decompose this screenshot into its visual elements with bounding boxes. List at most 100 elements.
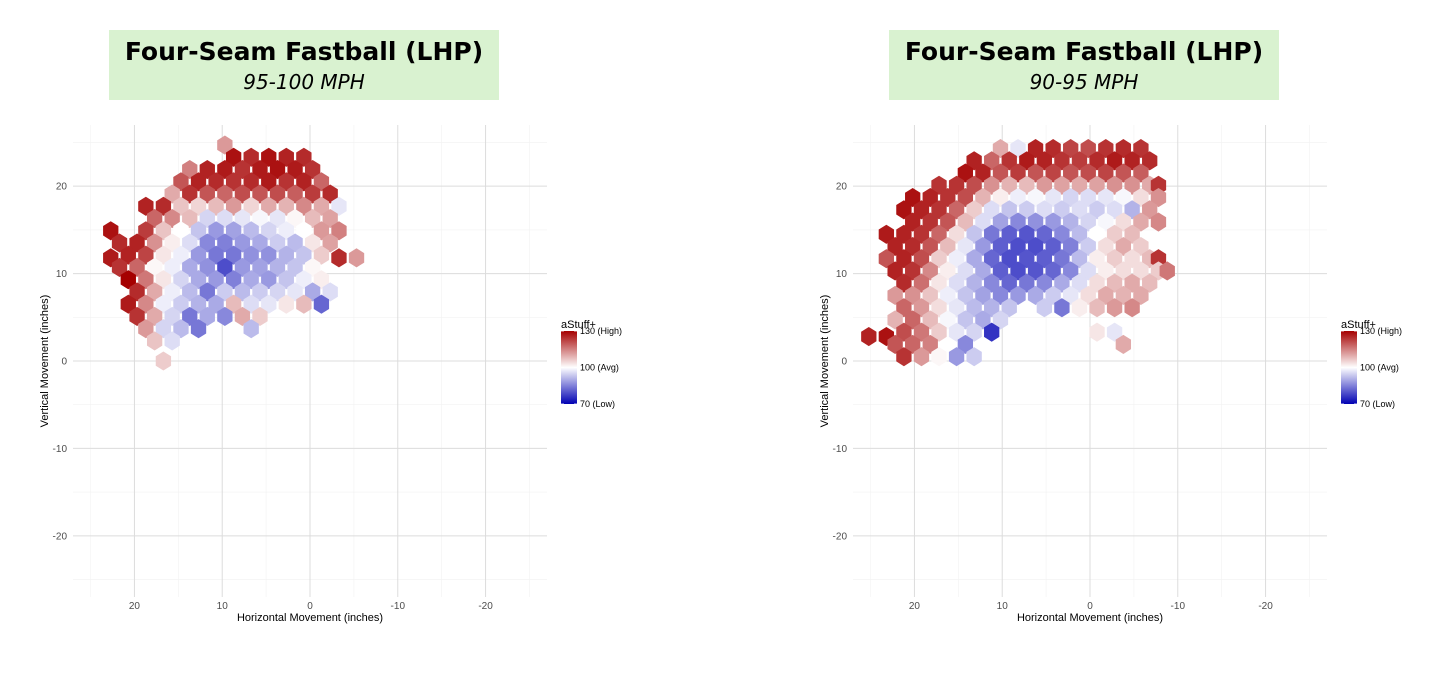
hex-cell — [1063, 163, 1079, 183]
x-tick-label: 0 — [307, 601, 313, 612]
hex-cell — [1019, 151, 1035, 171]
hex-cell — [155, 294, 172, 314]
hex-cell — [287, 282, 303, 302]
hex-cell — [120, 294, 136, 314]
hex-cell — [948, 322, 965, 342]
hex-cell — [173, 245, 189, 265]
hex-cell — [1124, 200, 1140, 220]
hex-cell — [243, 294, 259, 314]
hex-cell — [984, 322, 1000, 342]
hex-cell — [129, 233, 145, 253]
hexbin-chart-left: 20 10 0 -10 -20 20 10 0 -10 -20 Horizontal Movemen… — [39, 125, 622, 624]
hex-cell — [1115, 212, 1132, 232]
hex-cell — [940, 212, 956, 232]
hex-cell — [182, 257, 198, 278]
hex-cell — [348, 248, 365, 268]
hex-cell — [1036, 224, 1053, 244]
hex-cell — [1019, 175, 1035, 195]
hex-cell — [1098, 236, 1114, 257]
hex-cell — [1115, 236, 1132, 257]
hex-cell — [922, 285, 938, 305]
hex-cell — [261, 245, 277, 265]
hex-cell — [1098, 212, 1114, 232]
hex-cell — [1089, 200, 1105, 220]
hex-cell — [948, 298, 965, 318]
hex-cell — [966, 322, 982, 342]
hex-cell — [1133, 212, 1149, 232]
hex-cell — [120, 270, 136, 290]
hex-cell — [1027, 139, 1044, 159]
hex-cell — [1089, 273, 1105, 293]
hex-cell — [190, 319, 207, 339]
hex-cell — [243, 172, 259, 192]
hex-cell — [296, 172, 312, 192]
hex-cell — [173, 196, 189, 216]
hex-cell — [1150, 249, 1167, 269]
hex-cell — [313, 245, 330, 265]
hex-cell — [155, 351, 172, 371]
hex-cell — [1010, 163, 1026, 183]
hex-cell — [261, 147, 277, 167]
hex-cell — [278, 147, 294, 167]
hex-cell — [199, 160, 215, 180]
hex-cell — [217, 282, 233, 302]
hex-cell — [296, 147, 312, 167]
hex-cell — [1019, 249, 1035, 269]
hex-cell — [217, 233, 233, 253]
hex-cell — [1115, 334, 1132, 354]
hex-cell — [313, 196, 330, 216]
hex-cell — [313, 172, 330, 192]
hex-cell — [261, 221, 277, 241]
hex-cell — [1010, 261, 1026, 281]
hex-cell — [1036, 200, 1053, 220]
hex-cell — [199, 233, 215, 253]
hex-cell — [1106, 249, 1123, 269]
hex-cell — [1010, 285, 1026, 305]
hex-cell — [217, 160, 233, 180]
hex-cell — [217, 257, 233, 278]
hex-cell — [861, 326, 877, 347]
hex-cell — [296, 245, 312, 265]
hex-cell — [331, 196, 347, 216]
hex-cell — [1071, 249, 1088, 269]
hex-cell — [225, 245, 242, 265]
hex-cell — [1133, 187, 1149, 208]
hex-cell — [1115, 261, 1132, 281]
hex-cell — [296, 294, 312, 314]
hex-cell — [129, 257, 145, 278]
hex-cell — [1106, 298, 1123, 318]
hex-cell — [322, 233, 338, 253]
hex-cell — [252, 257, 268, 278]
hex-cell — [1133, 285, 1149, 305]
hex-cell — [1089, 175, 1105, 195]
hex-cell — [1150, 212, 1167, 232]
hex-cell — [931, 322, 947, 342]
chart-title-box-right: Four-Seam Fastball (LHP) 90-95 MPH — [889, 30, 1279, 100]
hex-cell — [234, 184, 251, 204]
hex-cell — [190, 172, 207, 192]
hex-cell — [1080, 236, 1096, 257]
hex-cell — [243, 221, 259, 241]
hex-cell — [138, 294, 154, 314]
hex-cell — [1001, 273, 1017, 293]
hex-cell — [146, 306, 163, 326]
hex-cell — [1098, 285, 1114, 305]
hex-cell — [111, 233, 128, 253]
hex-cell — [304, 208, 321, 229]
chart-title-box-left: Four-Seam Fastball (LHP) 95-100 MPH — [109, 30, 499, 100]
hex-cell — [1001, 200, 1017, 220]
hex-cell — [984, 298, 1000, 318]
hex-cell — [1001, 224, 1017, 244]
hex-cell — [208, 245, 224, 265]
hex-cell — [931, 273, 947, 293]
hex-cell — [1027, 236, 1044, 257]
hex-cell — [905, 285, 921, 305]
hex-cell — [1089, 322, 1105, 342]
hex-cell — [296, 196, 312, 216]
hex-cell — [1045, 163, 1061, 183]
hex-cell — [975, 285, 991, 305]
hex-cell — [313, 270, 330, 290]
hex-cell — [217, 135, 233, 155]
x-tick-label: 20 — [129, 601, 141, 612]
hex-cell — [1133, 261, 1149, 281]
